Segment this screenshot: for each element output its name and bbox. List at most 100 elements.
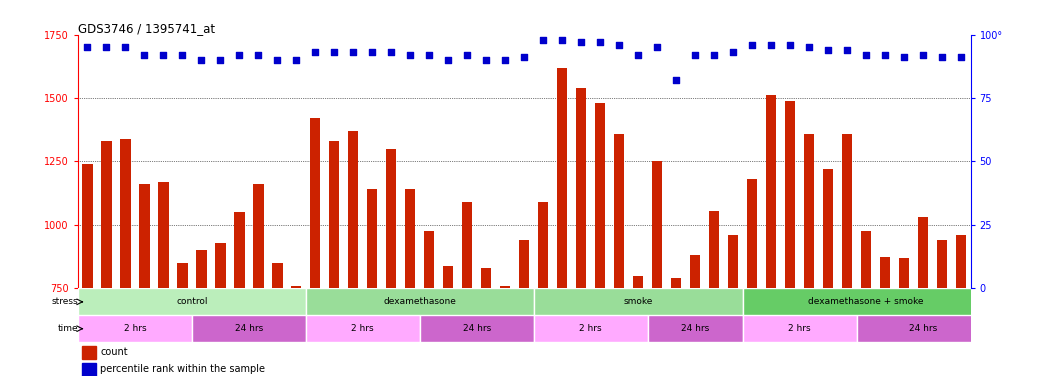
Point [744, 41, 761, 48]
Point [402, 52, 418, 58]
Bar [215, 243, 225, 288]
Point [554, 36, 571, 43]
Bar [861, 231, 871, 288]
Text: smoke: smoke [624, 297, 653, 306]
Point [477, 57, 494, 63]
Text: 2 hrs: 2 hrs [352, 324, 374, 333]
Point [212, 57, 228, 63]
Text: 24 hrs: 24 hrs [463, 324, 491, 333]
Bar [310, 118, 321, 288]
Point [421, 52, 438, 58]
Bar [880, 257, 891, 288]
Text: 24 hrs: 24 hrs [235, 324, 263, 333]
Bar [234, 212, 245, 288]
Point [782, 41, 798, 48]
Bar [177, 263, 188, 288]
Text: 2 hrs: 2 hrs [124, 324, 146, 333]
Bar [918, 217, 928, 288]
Text: stress: stress [52, 297, 78, 306]
Point [326, 49, 343, 55]
Text: 2 hrs: 2 hrs [579, 324, 602, 333]
Point [610, 41, 627, 48]
Bar [443, 266, 454, 288]
Point [193, 57, 210, 63]
Bar [272, 263, 282, 288]
Point [250, 52, 267, 58]
Point [800, 44, 817, 50]
Text: control: control [176, 297, 208, 306]
Point [857, 52, 874, 58]
Bar [158, 182, 168, 288]
Text: GDS3746 / 1395741_at: GDS3746 / 1395741_at [78, 22, 215, 35]
Bar [329, 141, 339, 288]
Point [877, 52, 894, 58]
Bar [613, 134, 625, 288]
Point [667, 77, 684, 83]
Bar [253, 184, 264, 288]
Point [497, 57, 514, 63]
Point [573, 39, 590, 45]
Bar [538, 202, 548, 288]
Bar [519, 240, 529, 288]
Bar [803, 134, 814, 288]
Bar [424, 231, 435, 288]
Bar [690, 255, 701, 288]
Bar [196, 250, 207, 288]
Bar [766, 96, 776, 288]
Bar [534, 315, 648, 342]
Bar [367, 189, 378, 288]
Point [383, 49, 400, 55]
Point [763, 41, 780, 48]
Bar [481, 268, 491, 288]
Bar [937, 240, 948, 288]
Text: 24 hrs: 24 hrs [681, 324, 709, 333]
Bar [747, 179, 758, 288]
Bar [101, 141, 111, 288]
Text: count: count [100, 348, 128, 358]
Point [440, 57, 457, 63]
Bar [671, 278, 681, 288]
Point [307, 49, 324, 55]
Point [516, 55, 532, 61]
Point [934, 55, 951, 61]
Bar [557, 68, 568, 288]
Bar [742, 315, 856, 342]
Point [914, 52, 931, 58]
Text: time: time [57, 324, 78, 333]
Bar [576, 88, 586, 288]
Text: percentile rank within the sample: percentile rank within the sample [100, 364, 265, 374]
Point [592, 39, 608, 45]
Bar [823, 169, 834, 288]
Point [269, 57, 285, 63]
Point [174, 52, 191, 58]
Point [839, 47, 855, 53]
Point [535, 36, 551, 43]
Bar [462, 202, 472, 288]
Bar [78, 315, 192, 342]
Bar [192, 315, 306, 342]
Bar [899, 258, 909, 288]
Bar [728, 235, 738, 288]
Point [820, 47, 837, 53]
Point [155, 52, 171, 58]
Bar [534, 288, 742, 315]
Bar [78, 288, 306, 315]
Bar [709, 211, 719, 288]
Bar [785, 101, 795, 288]
Point [687, 52, 704, 58]
Bar [842, 134, 852, 288]
Point [136, 52, 153, 58]
Bar [120, 139, 131, 288]
Point [345, 49, 361, 55]
Text: 2 hrs: 2 hrs [788, 324, 811, 333]
Bar [82, 362, 95, 376]
Bar [405, 189, 415, 288]
Point [953, 55, 969, 61]
Bar [956, 235, 966, 288]
Bar [82, 164, 92, 288]
Bar [82, 346, 95, 359]
Bar [306, 288, 534, 315]
Point [706, 52, 722, 58]
Bar [139, 184, 149, 288]
Point [630, 52, 647, 58]
